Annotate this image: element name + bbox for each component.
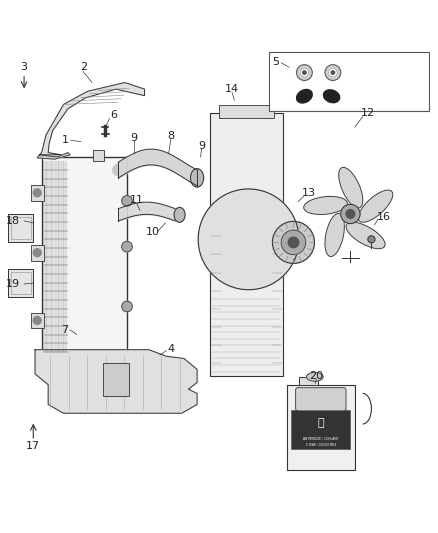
Text: 17: 17 (26, 441, 40, 451)
Ellipse shape (339, 167, 363, 208)
Text: 8: 8 (167, 131, 174, 141)
Circle shape (33, 317, 41, 325)
Bar (31, 185, 44, 201)
Text: 5 YEAR / 150,000 MILE: 5 YEAR / 150,000 MILE (306, 442, 336, 447)
Bar (31, 245, 44, 261)
Ellipse shape (307, 373, 323, 381)
Bar (31, 312, 44, 328)
Bar (287, 385, 355, 470)
Text: 18: 18 (6, 216, 20, 226)
Bar (11, 272, 31, 294)
Bar (299, 377, 318, 385)
Text: 7: 7 (61, 325, 68, 335)
Circle shape (325, 64, 341, 80)
Bar (219, 106, 274, 118)
Circle shape (300, 68, 309, 77)
Text: 14: 14 (225, 84, 239, 94)
Bar (291, 410, 350, 449)
Text: 3: 3 (21, 62, 28, 72)
Bar (93, 150, 104, 161)
Bar (8, 214, 33, 243)
Bar (103, 363, 129, 395)
Text: 10: 10 (145, 228, 159, 237)
Circle shape (346, 209, 355, 219)
Text: 13: 13 (302, 188, 316, 198)
Circle shape (341, 204, 360, 223)
Text: 2: 2 (80, 62, 87, 72)
Circle shape (33, 189, 41, 197)
Ellipse shape (191, 168, 204, 187)
Ellipse shape (325, 214, 344, 256)
Circle shape (198, 189, 299, 290)
Circle shape (328, 68, 337, 77)
Ellipse shape (324, 90, 339, 103)
Circle shape (281, 230, 306, 255)
Polygon shape (37, 152, 70, 159)
Circle shape (368, 236, 375, 243)
Bar (42, 157, 127, 356)
Ellipse shape (297, 90, 312, 103)
Text: 4: 4 (167, 344, 174, 354)
Ellipse shape (304, 197, 347, 214)
Ellipse shape (346, 222, 385, 249)
Text: ANTIFREEZE / COOLANT: ANTIFREEZE / COOLANT (303, 437, 339, 441)
FancyBboxPatch shape (296, 387, 346, 411)
Ellipse shape (174, 207, 185, 222)
Text: 16: 16 (377, 213, 391, 222)
Text: 11: 11 (130, 195, 144, 205)
Circle shape (272, 221, 314, 263)
Text: 6: 6 (110, 110, 117, 120)
Text: 9: 9 (130, 133, 137, 143)
Text: 9: 9 (198, 141, 205, 151)
Text: 5: 5 (272, 56, 279, 67)
Bar (8, 269, 33, 297)
Bar (11, 217, 31, 239)
Bar (269, 52, 429, 111)
Circle shape (122, 301, 132, 312)
Circle shape (297, 64, 312, 80)
Text: 12: 12 (361, 108, 375, 118)
Text: 1: 1 (62, 135, 69, 146)
Circle shape (303, 71, 306, 74)
Text: 19: 19 (6, 279, 20, 289)
Ellipse shape (358, 190, 393, 222)
Circle shape (33, 249, 41, 256)
Circle shape (122, 241, 132, 252)
Bar (210, 113, 283, 376)
Circle shape (288, 237, 299, 248)
Polygon shape (35, 350, 197, 413)
Circle shape (122, 196, 132, 206)
Text: 20: 20 (309, 371, 323, 381)
Polygon shape (39, 83, 145, 155)
Text: Ⓜ: Ⓜ (318, 418, 324, 428)
Circle shape (331, 71, 335, 74)
